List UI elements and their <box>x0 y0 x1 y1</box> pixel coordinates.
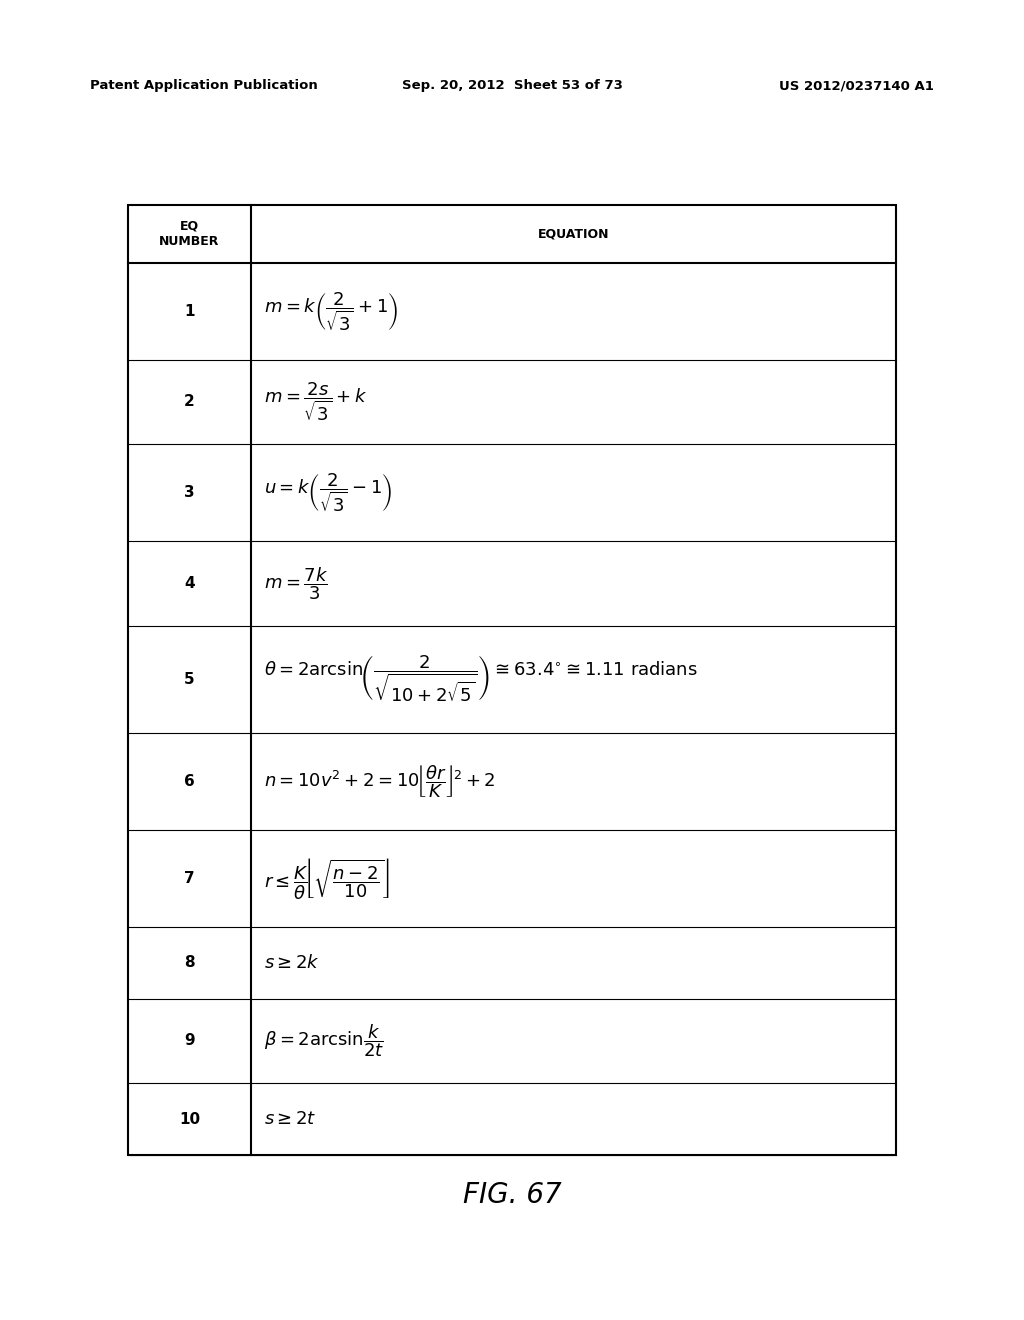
Text: 4: 4 <box>184 576 195 591</box>
Text: 2: 2 <box>184 395 195 409</box>
Text: Sep. 20, 2012  Sheet 53 of 73: Sep. 20, 2012 Sheet 53 of 73 <box>401 79 623 92</box>
Text: 10: 10 <box>179 1111 200 1126</box>
Text: EQ
NUMBER: EQ NUMBER <box>160 219 219 248</box>
Text: $m = \dfrac{7k}{3}$: $m = \dfrac{7k}{3}$ <box>264 565 329 602</box>
Text: $s \geq 2k$: $s \geq 2k$ <box>264 954 321 972</box>
Text: 8: 8 <box>184 956 195 970</box>
Text: $m = k\left(\dfrac{2}{\sqrt{3}}+1\right)$: $m = k\left(\dfrac{2}{\sqrt{3}}+1\right)… <box>264 290 398 333</box>
Text: $s \geq 2t$: $s \geq 2t$ <box>264 1110 316 1129</box>
Text: 7: 7 <box>184 871 195 886</box>
Text: EQUATION: EQUATION <box>538 227 609 240</box>
Text: 1: 1 <box>184 304 195 318</box>
Text: FIG. 67: FIG. 67 <box>463 1180 561 1209</box>
Text: 5: 5 <box>184 672 195 686</box>
Text: 9: 9 <box>184 1034 195 1048</box>
Text: US 2012/0237140 A1: US 2012/0237140 A1 <box>779 79 934 92</box>
Text: $n = 10v^{2}+2 = 10\!\left\lfloor\dfrac{\theta r}{K}\right\rfloor^{\!2}+2$: $n = 10v^{2}+2 = 10\!\left\lfloor\dfrac{… <box>264 763 496 800</box>
Text: 6: 6 <box>184 774 195 789</box>
Text: Patent Application Publication: Patent Application Publication <box>90 79 317 92</box>
Text: $m = \dfrac{2s}{\sqrt{3}}+k$: $m = \dfrac{2s}{\sqrt{3}}+k$ <box>264 380 368 424</box>
Text: $u = k\left(\dfrac{2}{\sqrt{3}}-1\right)$: $u = k\left(\dfrac{2}{\sqrt{3}}-1\right)… <box>264 471 392 513</box>
Text: $r \leq \dfrac{K}{\theta}\!\left\lfloor\sqrt{\dfrac{n-2}{10}}\right\rfloor$: $r \leq \dfrac{K}{\theta}\!\left\lfloor\… <box>264 855 389 900</box>
Text: $\theta = 2\mathrm{arcsin}\!\left(\dfrac{2}{\sqrt{10+2\sqrt{5}}}\right) \cong 63: $\theta = 2\mathrm{arcsin}\!\left(\dfrac… <box>264 653 698 705</box>
Text: $\beta = 2\mathrm{arcsin}\dfrac{k}{2t}$: $\beta = 2\mathrm{arcsin}\dfrac{k}{2t}$ <box>264 1023 384 1059</box>
Text: 3: 3 <box>184 486 195 500</box>
Bar <box>128 205 896 1155</box>
